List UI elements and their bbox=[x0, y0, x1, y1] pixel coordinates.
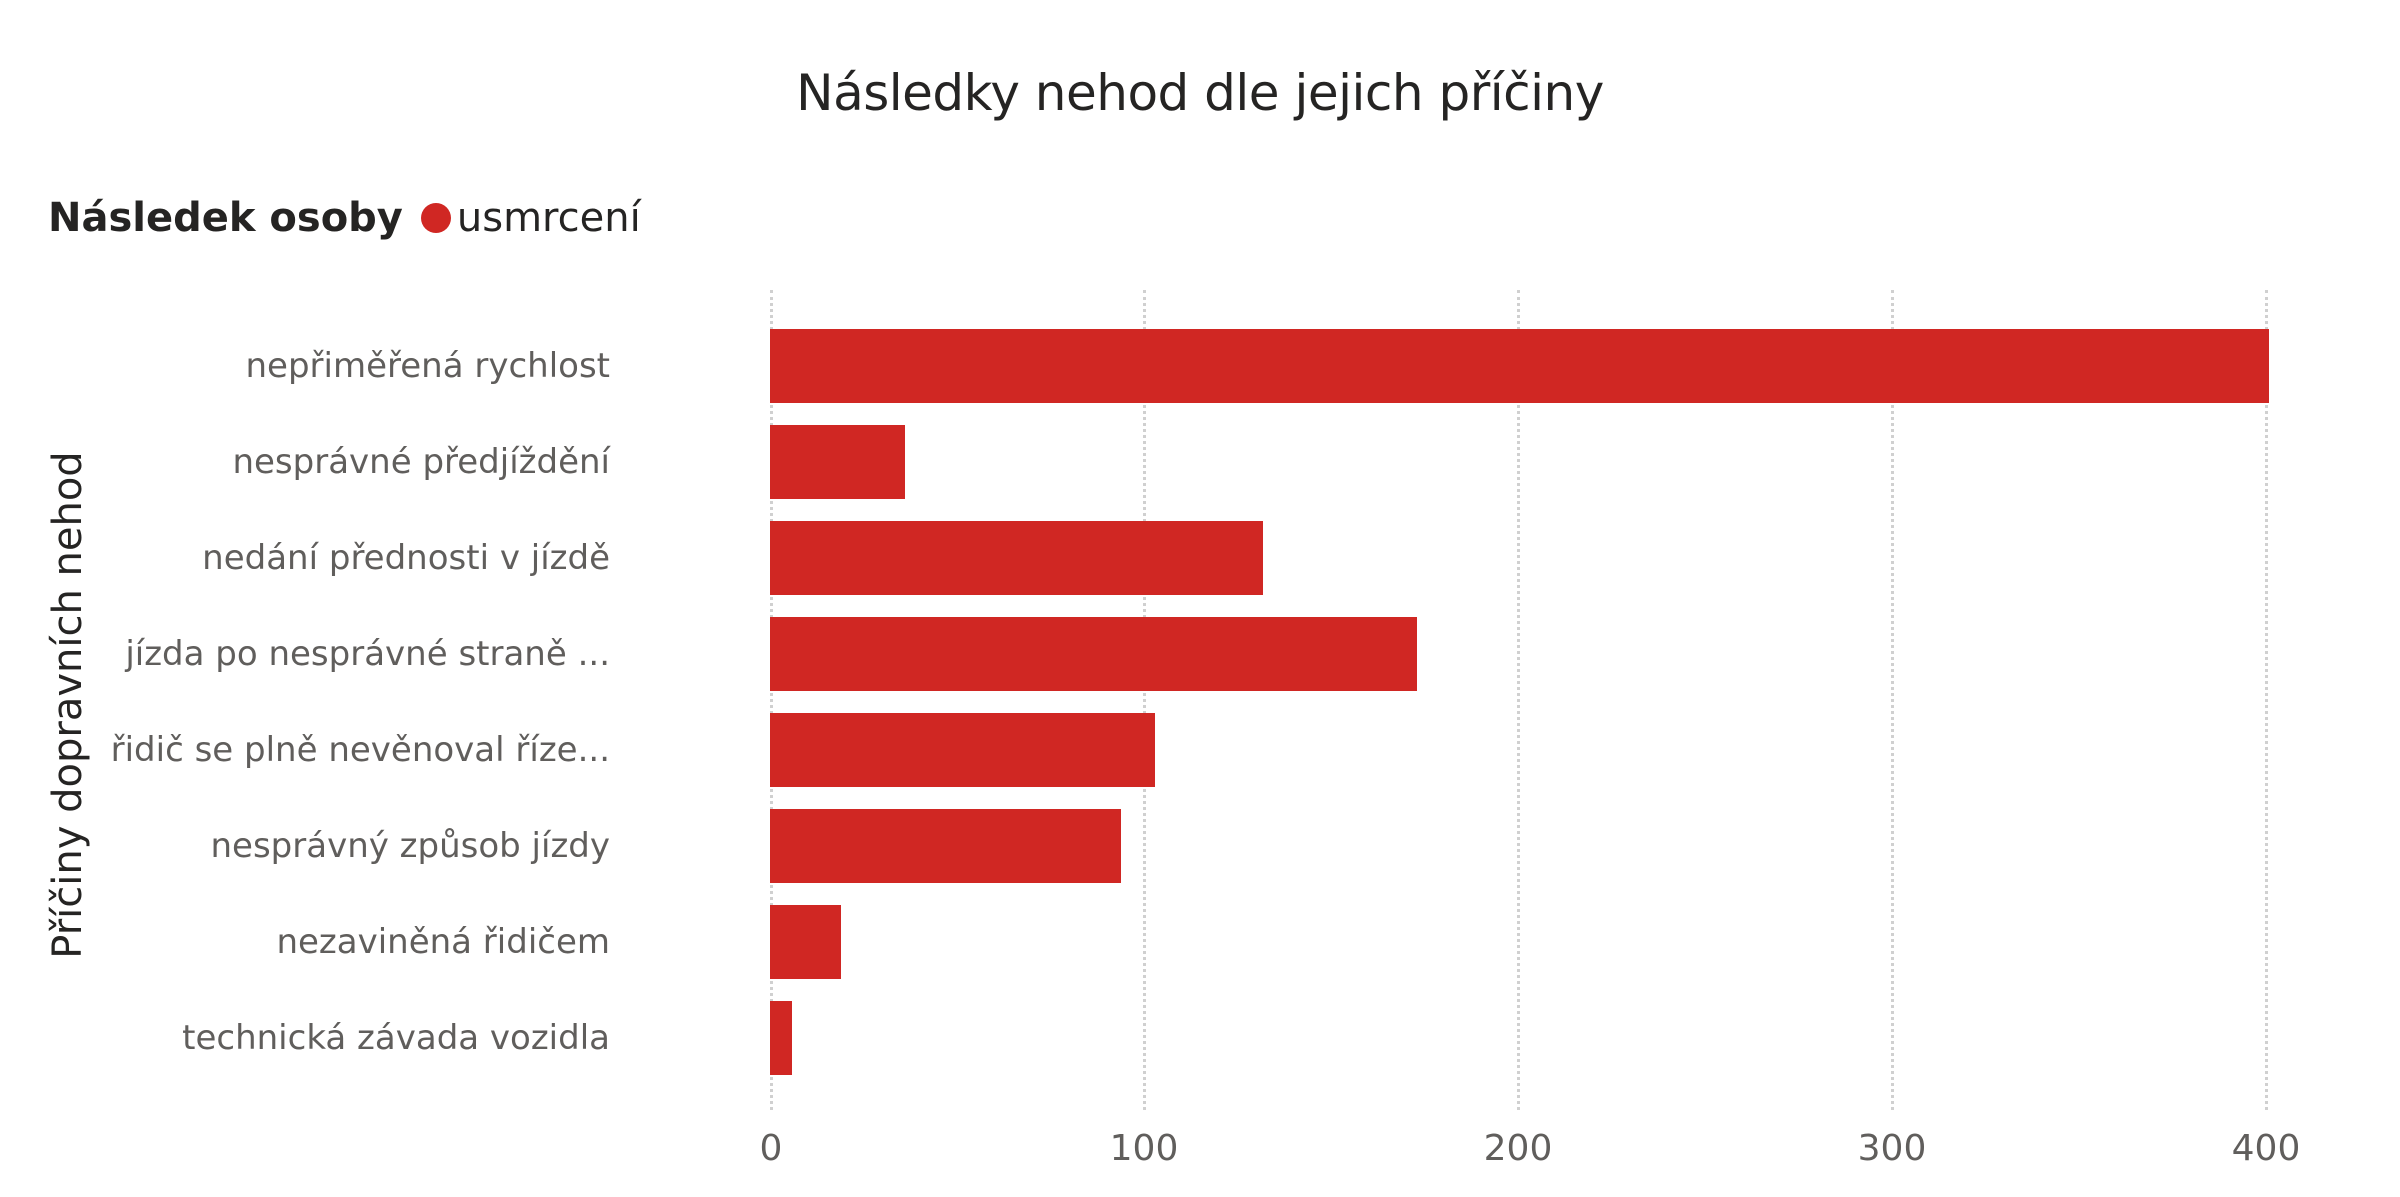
category-label: nepřiměřená rychlost bbox=[245, 346, 611, 386]
category-label: nezaviněná řidičem bbox=[276, 922, 610, 962]
gridline-400 bbox=[2265, 290, 2268, 1110]
bar[interactable] bbox=[770, 425, 905, 499]
bar-row: řidič se plně nevěnoval říze... bbox=[111, 713, 2265, 787]
bar[interactable] bbox=[770, 617, 1417, 691]
category-label: nedání přednosti v jízdě bbox=[202, 538, 610, 578]
bar-row: nepřiměřená rychlost bbox=[246, 329, 2269, 403]
legend-title: Následek osoby bbox=[48, 195, 403, 241]
x-tick-label: 200 bbox=[1483, 1128, 1553, 1169]
bar[interactable] bbox=[770, 905, 841, 979]
bar[interactable] bbox=[770, 521, 1264, 595]
bar-row: nedání přednosti v jízdě bbox=[202, 521, 2265, 595]
category-label: technická závada vozidla bbox=[182, 1018, 610, 1058]
plot-area: nepřiměřená rychlost nesprávné předjíždě… bbox=[111, 290, 2269, 1110]
x-tick-label: 300 bbox=[1857, 1128, 1927, 1169]
category-label: nesprávný způsob jízdy bbox=[210, 826, 611, 866]
bar[interactable] bbox=[770, 713, 1155, 787]
bar[interactable] bbox=[770, 329, 2269, 403]
bar-row: jízda po nesprávné straně ... bbox=[125, 617, 2265, 691]
legend-entry-usmrceni[interactable]: usmrcení bbox=[456, 195, 641, 241]
gridline-100 bbox=[1143, 290, 1146, 1110]
category-label: jízda po nesprávné straně ... bbox=[125, 634, 610, 674]
x-tick-label: 400 bbox=[2231, 1128, 2301, 1169]
bar-row: nesprávný způsob jízdy bbox=[211, 809, 2265, 883]
legend: Následek osoby usmrcení bbox=[48, 188, 641, 248]
bar[interactable] bbox=[770, 1001, 793, 1075]
category-label: nesprávné předjíždění bbox=[232, 442, 610, 482]
bar-row: nezaviněná řidičem bbox=[276, 905, 2265, 979]
x-tick-label: 100 bbox=[1109, 1128, 1179, 1169]
gridline-0 bbox=[770, 290, 773, 1110]
gridline-300 bbox=[1891, 290, 1894, 1110]
chart-title: Následky nehod dle jejich příčiny bbox=[796, 64, 1604, 122]
category-label: řidič se plně nevěnoval říze... bbox=[110, 730, 610, 770]
bar[interactable] bbox=[770, 809, 1122, 883]
x-tick-label: 0 bbox=[759, 1128, 783, 1169]
bar-row: technická závada vozidla bbox=[182, 1001, 2265, 1075]
gridline-200 bbox=[1517, 290, 1520, 1110]
bar-row: nesprávné předjíždění bbox=[232, 425, 2265, 499]
legend-dot-icon bbox=[420, 203, 451, 233]
